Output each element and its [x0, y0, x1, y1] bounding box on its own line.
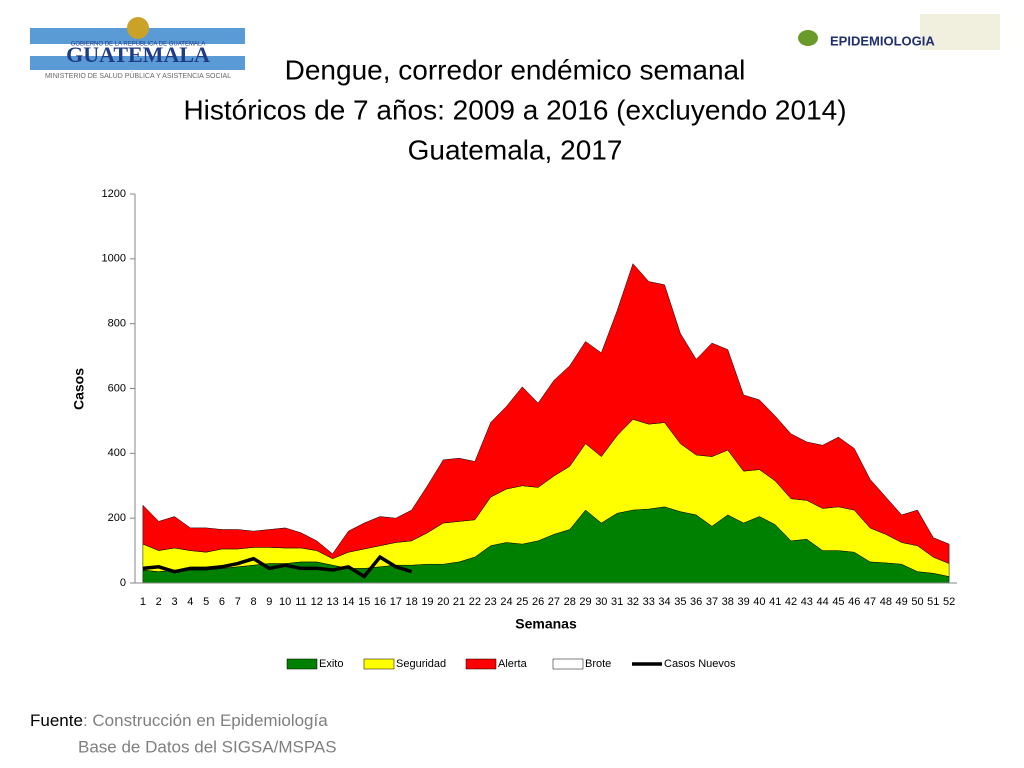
- x-tick-label: 19: [421, 596, 433, 608]
- y-tick-label: 600: [108, 382, 126, 394]
- logo-emblem: [127, 17, 149, 39]
- legend-label: Exito: [319, 658, 343, 670]
- y-tick-label: 1000: [102, 253, 126, 265]
- x-tick-label: 14: [342, 596, 354, 608]
- x-tick-label: 2: [156, 596, 162, 608]
- x-tick-label: 3: [171, 596, 177, 608]
- y-tick-label: 400: [108, 447, 126, 459]
- legend-swatch: [552, 658, 584, 670]
- chart-title: Dengue, corredor endémico semanal: [285, 54, 746, 85]
- x-tick-label: 11: [295, 596, 306, 608]
- legend-swatch: [286, 658, 318, 670]
- x-tick-label: 48: [880, 596, 892, 608]
- x-tick-label: 38: [722, 596, 734, 608]
- x-tick-label: 40: [753, 596, 765, 608]
- logo-right: EPIDEMIOLOGIA: [798, 14, 1000, 50]
- x-tick-label: 15: [358, 596, 370, 608]
- x-tick-label: 37: [706, 596, 718, 608]
- legend-label: Brote: [585, 658, 611, 670]
- x-tick-label: 4: [187, 596, 193, 608]
- x-tick-label: 42: [785, 596, 797, 608]
- logo-left: GOBIERNO DE LA REPÚBLICA DE GUATEMALA GU…: [30, 17, 245, 80]
- y-axis-label: Casos: [71, 368, 87, 410]
- footer-text: : Construcción en Epidemiología: [83, 711, 328, 730]
- x-tick-label: 31: [611, 596, 623, 608]
- x-tick-label: 46: [848, 596, 860, 608]
- x-tick-label: 20: [437, 596, 449, 608]
- x-tick-label: 39: [737, 596, 749, 608]
- y-tick-label: 1200: [102, 188, 126, 200]
- logo-map: [920, 14, 1000, 50]
- logo-band: [30, 44, 245, 56]
- y-tick-label: 200: [108, 512, 126, 524]
- x-tick-label: 33: [643, 596, 655, 608]
- x-tick-label: 27: [548, 596, 560, 608]
- y-tick-label: 0: [120, 577, 126, 589]
- x-tick-label: 22: [469, 596, 481, 608]
- x-tick-label: 49: [896, 596, 908, 608]
- x-tick-label: 47: [864, 596, 876, 608]
- x-tick-label: 21: [453, 596, 465, 608]
- x-tick-label: 44: [817, 596, 829, 608]
- x-tick-label: 9: [266, 596, 272, 608]
- y-tick-label: 800: [108, 318, 126, 330]
- footer-text: Base de Datos del SIGSA/MSPAS: [78, 737, 337, 756]
- x-tick-label: 25: [516, 596, 528, 608]
- legend-swatch: [363, 658, 395, 670]
- footer-label: Fuente: [30, 711, 83, 730]
- legend-label: Seguridad: [396, 658, 446, 670]
- x-tick-label: 34: [658, 596, 670, 608]
- x-tick-label: 28: [564, 596, 576, 608]
- x-tick-label: 52: [943, 596, 955, 608]
- x-tick-label: 24: [500, 596, 512, 608]
- legend-label: Casos Nuevos: [664, 658, 736, 670]
- footer-label: Fuente: Construcción en Epidemiología: [30, 711, 328, 730]
- x-tick-label: 45: [832, 596, 844, 608]
- x-tick-label: 35: [674, 596, 686, 608]
- x-tick-label: 23: [485, 596, 497, 608]
- x-tick-label: 32: [627, 596, 639, 608]
- line: [142, 554, 413, 579]
- x-tick-label: 12: [311, 596, 323, 608]
- logo-text: GOBIERNO DE LA REPÚBLICA DE GUATEMALA: [71, 41, 206, 48]
- x-tick-label: 16: [374, 596, 386, 608]
- legend-label: Alerta: [498, 658, 528, 670]
- x-tick-label: 13: [326, 596, 338, 608]
- x-tick-label: 36: [690, 596, 702, 608]
- x-tick-label: 6: [219, 596, 225, 608]
- logo-emblem: [798, 30, 818, 46]
- x-tick-label: 17: [390, 596, 402, 608]
- legend-swatch: [465, 658, 497, 670]
- x-tick-label: 30: [595, 596, 607, 608]
- area: [142, 263, 950, 564]
- x-axis-label: Semanas: [515, 616, 577, 632]
- logo-text: EPIDEMIOLOGIA: [830, 33, 935, 48]
- x-tick-label: 10: [279, 596, 291, 608]
- x-tick-label: 7: [235, 596, 241, 608]
- chart-title: Históricos de 7 años: 2009 a 2016 (exclu…: [183, 94, 846, 125]
- x-tick-label: 29: [579, 596, 591, 608]
- x-tick-label: 18: [406, 596, 418, 608]
- x-tick-label: 41: [769, 596, 781, 608]
- x-tick-label: 1: [140, 596, 146, 608]
- x-tick-label: 50: [911, 596, 923, 608]
- x-tick-label: 43: [801, 596, 813, 608]
- x-tick-label: 51: [927, 596, 939, 608]
- logo-text: MINISTERIO DE SALUD PÚBLICA Y ASISTENCIA…: [45, 71, 231, 80]
- x-tick-label: 26: [532, 596, 544, 608]
- x-tick-label: 5: [203, 596, 209, 608]
- logo-text: GUATEMALA: [66, 42, 210, 67]
- x-tick-label: 8: [250, 596, 256, 608]
- chart-title: Guatemala, 2017: [408, 134, 623, 165]
